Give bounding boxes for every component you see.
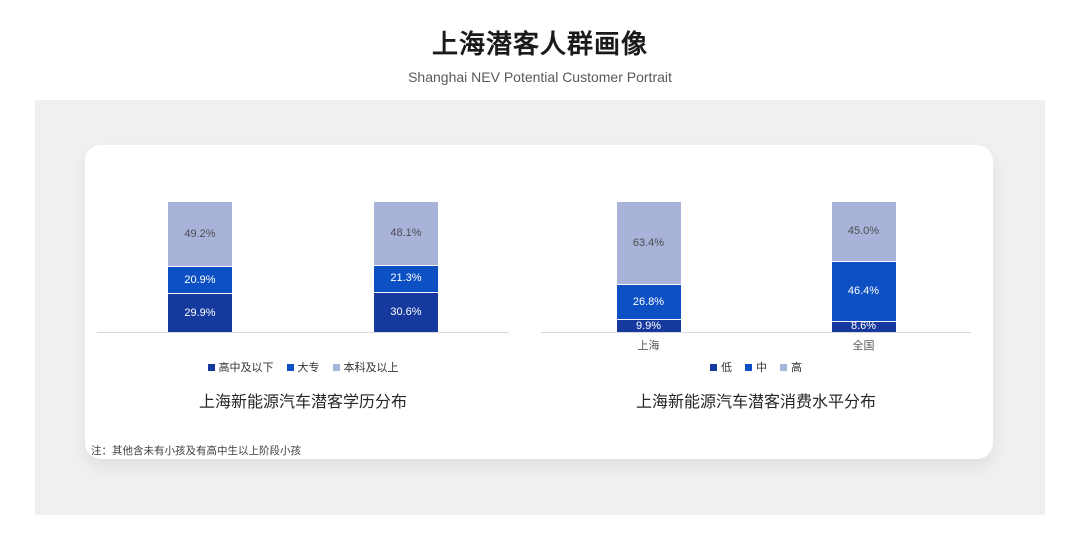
x-axis-line: [541, 332, 971, 333]
legend-label: 本科及以上: [343, 362, 399, 374]
page-subtitle: Shanghai NEV Potential Customer Portrait: [408, 69, 672, 85]
page-header: 上海潜客人群画像 Shanghai NEV Potential Customer…: [0, 24, 1080, 85]
legend-marker-icon: [710, 363, 717, 371]
bar-segment-高中及以下[interactable]: 29.9%: [168, 293, 232, 332]
stacked-bar[interactable]: 63.4% 26.8% 9.9%: [616, 201, 681, 332]
legend-label: 低: [721, 362, 732, 374]
value-label: 30.6%: [390, 306, 422, 319]
legend-item-中[interactable]: 中: [745, 359, 767, 375]
education-legend: 高中及以下 大专 本科及以上: [97, 359, 509, 375]
bar-segment-高[interactable]: 63.4%: [616, 201, 681, 285]
value-label: 46.4%: [847, 284, 880, 297]
x-axis-label: 上海: [637, 340, 660, 352]
legend-label: 高中及以下: [218, 362, 274, 374]
page-title: 上海潜客人群画像: [431, 29, 648, 59]
education-chart: 49.2% 20.9% 29.9% 48.1% 21.3% 30.6% 高中及以下 大专 本科…: [97, 145, 509, 459]
stacked-bar[interactable]: 45.0% 46.4% 8.6%: [831, 202, 896, 333]
value-label: 45.0%: [847, 224, 880, 237]
x-axis-label: 全国: [852, 340, 875, 352]
consumption-x-labels: 上海 全国: [541, 337, 971, 353]
consumption-chart: 63.4% 26.8% 9.9% 45.0% 46.4% 8.6% 上海 全国 低 中 高 上海…: [541, 145, 971, 459]
stacked-bar[interactable]: 48.1% 21.3% 30.6%: [374, 202, 438, 332]
stacked-bar[interactable]: 49.2% 20.9% 29.9%: [168, 202, 232, 332]
education-x-labels: [97, 337, 509, 353]
value-label: 63.4%: [632, 236, 665, 249]
value-label: 9.9%: [635, 319, 662, 332]
chart-card: 49.2% 20.9% 29.9% 48.1% 21.3% 30.6% 高中及以下 大专 本科…: [85, 145, 993, 459]
value-label: 26.8%: [632, 295, 665, 308]
value-label: 8.6%: [850, 320, 877, 333]
x-axis-line: [97, 332, 509, 333]
value-label: 21.3%: [390, 272, 422, 285]
legend-marker-icon: [780, 363, 787, 371]
bar-segment-本科及以上[interactable]: 49.2%: [168, 202, 232, 266]
education-chart-title: 上海新能源汽车潜客学历分布: [198, 394, 407, 411]
bar-segment-本科及以上[interactable]: 48.1%: [374, 202, 438, 265]
bar-segment-低[interactable]: 9.9%: [616, 319, 681, 332]
bar-segment-高中及以下[interactable]: 30.6%: [374, 292, 438, 332]
legend-item-低[interactable]: 低: [710, 359, 732, 375]
legend-item-高中及以下[interactable]: 高中及以下: [207, 359, 274, 375]
bar-segment-中[interactable]: 26.8%: [616, 284, 681, 320]
bar-segment-高[interactable]: 45.0%: [831, 202, 896, 261]
value-label: 29.9%: [184, 306, 216, 319]
legend-label: 高: [791, 362, 802, 374]
bar-segment-大专[interactable]: 20.9%: [168, 265, 232, 294]
legend-marker-icon: [207, 363, 215, 371]
bar-segment-大专[interactable]: 21.3%: [374, 264, 438, 293]
value-label: 49.2%: [184, 227, 216, 240]
legend-marker-icon: [286, 363, 294, 371]
value-label: 48.1%: [390, 226, 422, 239]
education-plot: 49.2% 20.9% 29.9% 48.1% 21.3% 30.6%: [97, 202, 509, 333]
legend-marker-icon: [745, 363, 752, 371]
consumption-legend: 低中高: [541, 359, 971, 375]
legend-label: 中: [756, 362, 767, 374]
legend-marker-icon: [332, 363, 340, 371]
consumption-chart-title: 上海新能源汽车潜客消费水平分布: [635, 394, 876, 411]
value-label: 20.9%: [184, 273, 216, 286]
legend-item-本科及以上[interactable]: 本科及以上: [332, 359, 399, 375]
legend-item-高[interactable]: 高: [780, 359, 802, 375]
legend-label: 大专: [297, 362, 320, 374]
bar-segment-低[interactable]: 8.6%: [831, 320, 896, 333]
background-panel: 49.2% 20.9% 29.9% 48.1% 21.3% 30.6% 高中及以下 大专 本科…: [35, 100, 1045, 515]
legend-item-大专[interactable]: 大专: [286, 359, 320, 375]
footnote: 注：其他含未有小孩及有高中生以上阶段小孩: [91, 445, 301, 457]
consumption-plot: 63.4% 26.8% 9.9% 45.0% 46.4% 8.6%: [541, 201, 971, 333]
bar-segment-中[interactable]: 46.4%: [831, 260, 896, 321]
